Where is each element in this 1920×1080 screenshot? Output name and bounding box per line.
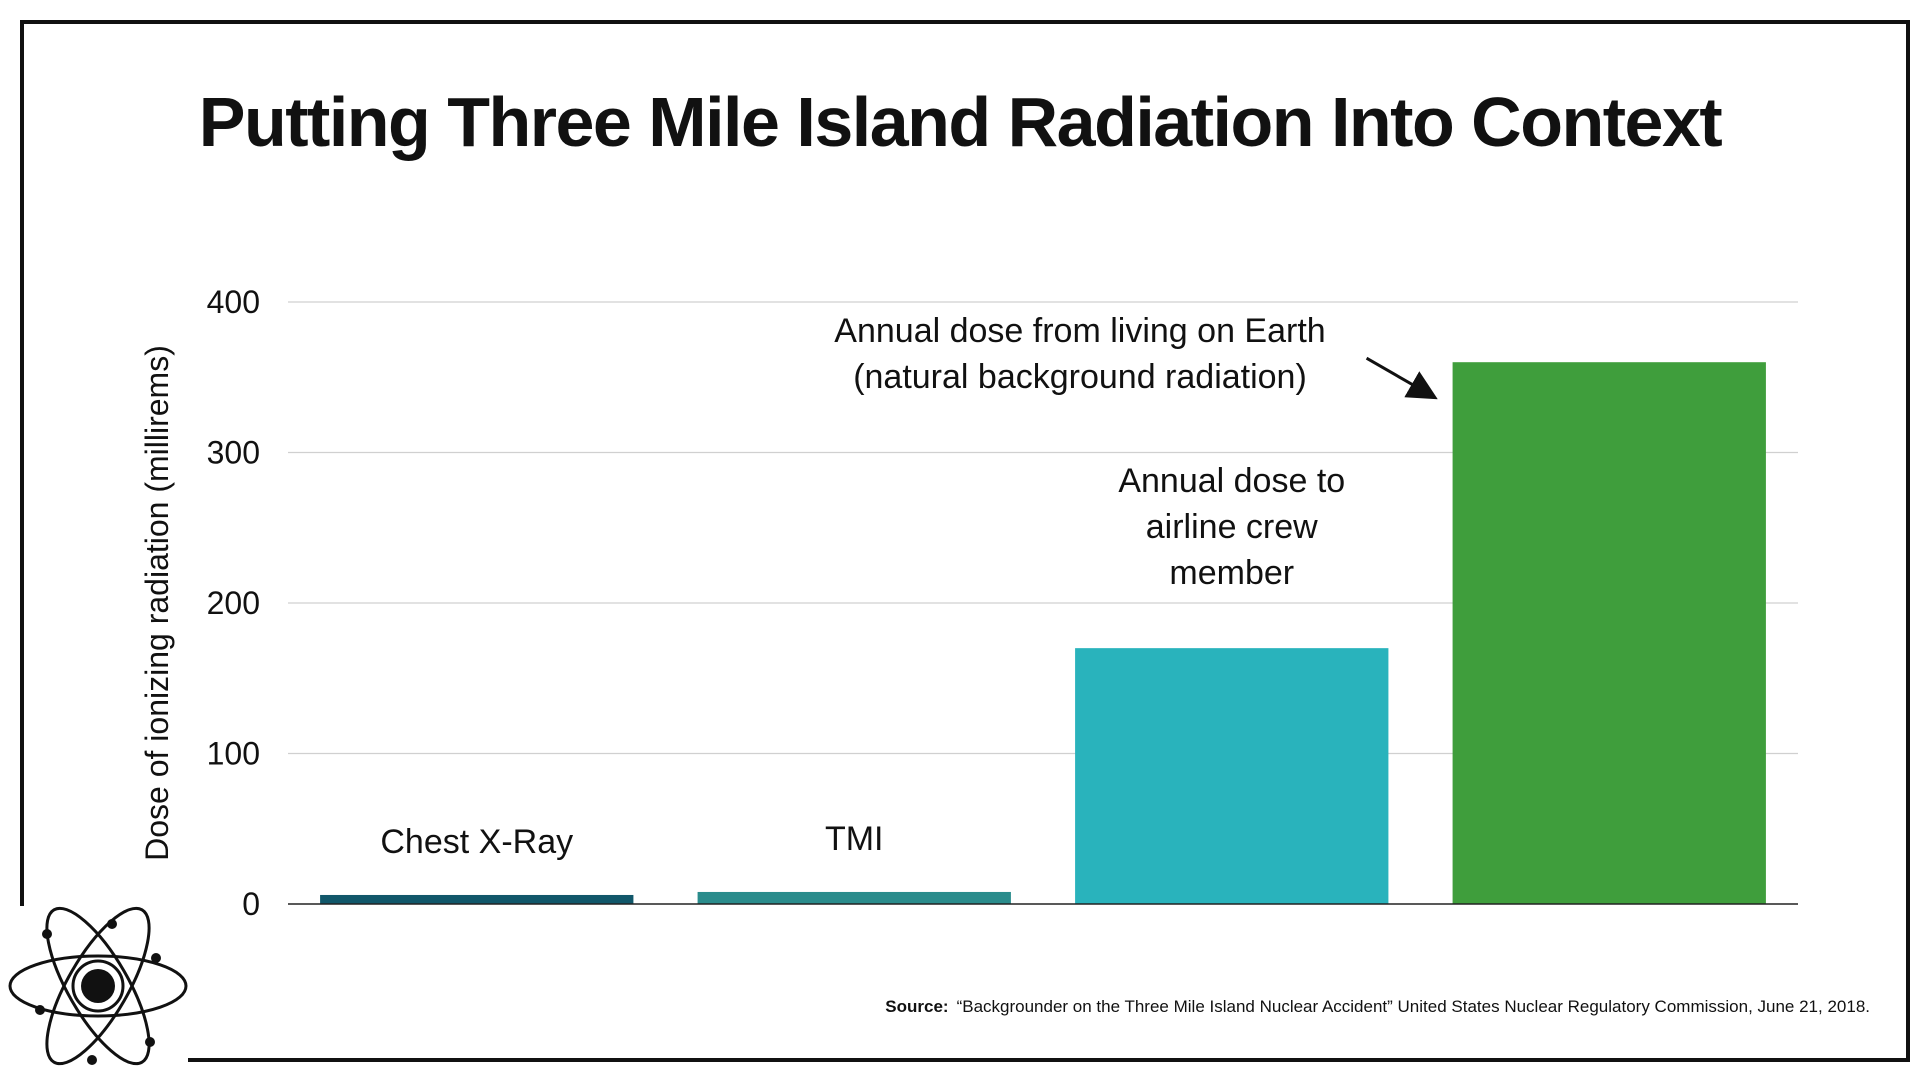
- source-text: “Backgrounder on the Three Mile Island N…: [956, 997, 1870, 1016]
- bars: [320, 362, 1766, 904]
- bar: [1452, 362, 1766, 904]
- annotation-text: (natural background radiation): [853, 358, 1307, 396]
- annotation-text: Annual dose from living on Earth: [834, 312, 1325, 350]
- y-tick-label: 200: [207, 585, 260, 621]
- category-label: TMI: [825, 820, 884, 858]
- annotation-text: airline crew: [1146, 508, 1318, 546]
- frame-bottom-border: [188, 1058, 1910, 1062]
- axes: 0 100 200 300 400 Dose of ionizing radiation …: [139, 284, 1798, 922]
- frame-right-border: [1906, 20, 1910, 1062]
- y-axis-label: Dose of ionizing radiation (millirems): [139, 345, 175, 861]
- frame-left-border: [20, 20, 24, 906]
- category-label: Chest X-Ray: [380, 823, 573, 861]
- y-tick-label: 400: [207, 284, 260, 320]
- annotation-text: Annual dose to: [1118, 462, 1345, 500]
- annotation-arrow: [1365, 356, 1438, 400]
- frame-top-border: [20, 20, 1910, 24]
- labels: Chest X-Ray TMI Annual dose from living on…: [380, 312, 1438, 861]
- bar: [320, 894, 634, 904]
- bar: [1075, 648, 1389, 904]
- bar: [697, 891, 1011, 904]
- atom-icon: [8, 906, 188, 1066]
- y-tick-label: 0: [242, 886, 260, 922]
- y-tick-label: 300: [207, 435, 260, 471]
- y-tick-label: 100: [207, 736, 260, 772]
- source-label: Source:: [885, 997, 949, 1016]
- annotation-text: member: [1169, 554, 1294, 592]
- source-citation: Source: “Backgrounder on the Three Mile I…: [0, 997, 1870, 1017]
- chart-title: Putting Three Mile Island Radiation Into…: [198, 83, 1723, 161]
